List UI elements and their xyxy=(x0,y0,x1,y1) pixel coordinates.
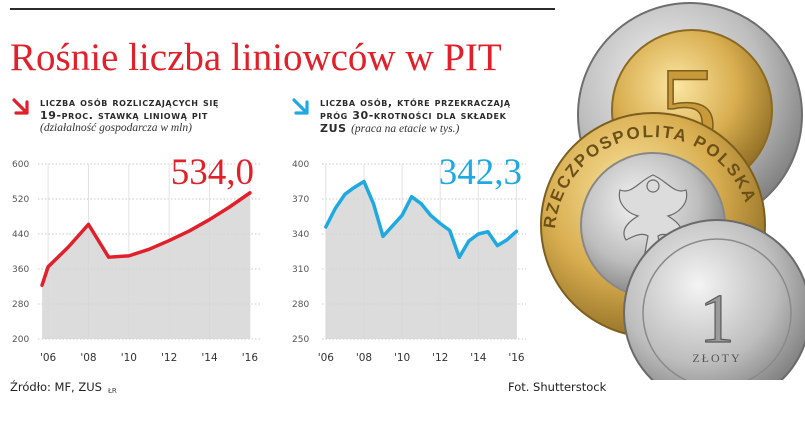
right-chart-panel: Liczba osób, które przekraczają próg 30-… xyxy=(290,96,540,386)
x-tick-label: '08 xyxy=(80,352,96,364)
data-point xyxy=(362,180,366,183)
data-point xyxy=(467,239,471,243)
y-tick-label: 520 xyxy=(12,195,29,205)
data-point xyxy=(400,214,404,217)
coins-illustration: 5 RZECZPOSPOLITA POLSKA 1 ZŁOTY xyxy=(540,2,805,380)
x-tick-label: '06 xyxy=(40,352,57,364)
data-point xyxy=(46,265,50,269)
y-tick-label: 370 xyxy=(292,195,309,205)
data-point xyxy=(147,248,151,251)
series-area xyxy=(325,181,517,339)
arrow-down-right-icon xyxy=(12,98,29,115)
data-point xyxy=(208,218,211,221)
data-point xyxy=(515,230,518,233)
page-title: Rośnie liczba liniowców w PIT xyxy=(10,36,502,79)
source-text: Źródło: MF, ZUS xyxy=(10,380,102,394)
x-tick-label: '08 xyxy=(356,352,372,364)
data-point xyxy=(486,230,490,233)
x-tick-label: '10 xyxy=(394,352,410,364)
data-point xyxy=(372,202,375,205)
top-rule xyxy=(10,8,555,10)
author-mark: ŁR xyxy=(107,387,117,395)
y-tick-label: 440 xyxy=(12,230,29,240)
data-point xyxy=(107,255,110,259)
x-tick-label: '14 xyxy=(201,352,218,364)
right-heading: Liczba osób, które przekraczają próg 30-… xyxy=(320,96,550,136)
data-point xyxy=(505,238,509,242)
data-point xyxy=(334,207,337,210)
data-point xyxy=(167,239,171,242)
x-tick-label: '06 xyxy=(318,352,335,364)
data-point xyxy=(228,205,231,209)
data-point xyxy=(419,202,423,205)
data-point xyxy=(353,186,356,189)
y-tick-label: 600 xyxy=(12,160,29,170)
x-tick-label: '16 xyxy=(242,352,259,364)
y-tick-label: 280 xyxy=(292,300,309,310)
x-tick-label: '16 xyxy=(508,352,525,364)
left-chart-panel: Liczba osób rozliczających się 19-proc. … xyxy=(10,96,272,386)
data-point xyxy=(248,191,252,195)
source-note: Źródło: MF, ZUS ŁR xyxy=(10,380,117,395)
x-tick-label: '12 xyxy=(432,352,448,364)
coin-1-word: ZŁOTY xyxy=(692,351,741,365)
right-heading-line2: próg 30-krotności dla składek xyxy=(320,109,507,122)
data-point xyxy=(381,235,385,238)
data-point xyxy=(448,229,451,232)
data-point xyxy=(439,222,442,225)
series-line xyxy=(40,191,252,287)
data-point xyxy=(429,214,432,217)
data-point xyxy=(67,245,70,249)
data-point xyxy=(496,244,499,247)
data-point xyxy=(127,254,131,258)
left-chart: 600 520 440 360 280 200 '06 '08 '10 '12 '14 '16 534,… xyxy=(12,156,260,364)
y-tick-label: 340 xyxy=(292,230,309,240)
photo-credit: Fot. Shutterstock xyxy=(508,380,607,394)
y-tick-label: 400 xyxy=(292,160,309,170)
data-point xyxy=(391,224,394,228)
left-heading: Liczba osób rozliczających się 19-proc. … xyxy=(40,96,270,135)
series-area xyxy=(42,192,250,339)
data-point xyxy=(343,193,347,196)
coin-1-zloty: 1 ZŁOTY xyxy=(623,219,805,380)
x-tick-label: '14 xyxy=(470,352,487,364)
left-heading-line2: 19-proc. stawką liniową PIT xyxy=(40,109,208,122)
highlight-value: 534,0 xyxy=(171,156,254,193)
right-heading-line1: Liczba osób, które przekraczają xyxy=(320,96,511,109)
y-tick-label: 250 xyxy=(292,335,309,345)
x-tick-label: '12 xyxy=(161,352,177,364)
coin-1-label: 1 xyxy=(700,281,735,358)
y-tick-label: 280 xyxy=(12,300,29,310)
right-heading-line3: ZUS xyxy=(320,122,347,135)
right-chart: 400 370 340 310 280 250 '06 '08 '10 '12 '14 '16 342,… xyxy=(292,156,526,364)
right-subtitle: (praca na etacie w tys.) xyxy=(351,123,460,135)
y-tick-label: 360 xyxy=(12,265,29,275)
x-tick-label: '10 xyxy=(121,352,137,364)
y-tick-label: 200 xyxy=(12,335,29,345)
data-point xyxy=(324,225,328,229)
data-point xyxy=(87,223,90,226)
highlight-value: 342,3 xyxy=(439,156,522,193)
arrow-down-right-icon xyxy=(292,98,309,115)
left-subtitle: (działalność gospodarcza w mln) xyxy=(40,122,192,134)
data-point xyxy=(477,232,480,236)
left-heading-line1: Liczba osób rozliczających się xyxy=(40,96,220,109)
data-point xyxy=(458,256,461,259)
y-tick-label: 310 xyxy=(292,265,309,275)
data-point xyxy=(410,195,413,198)
data-point xyxy=(188,229,191,233)
data-point xyxy=(40,283,44,287)
